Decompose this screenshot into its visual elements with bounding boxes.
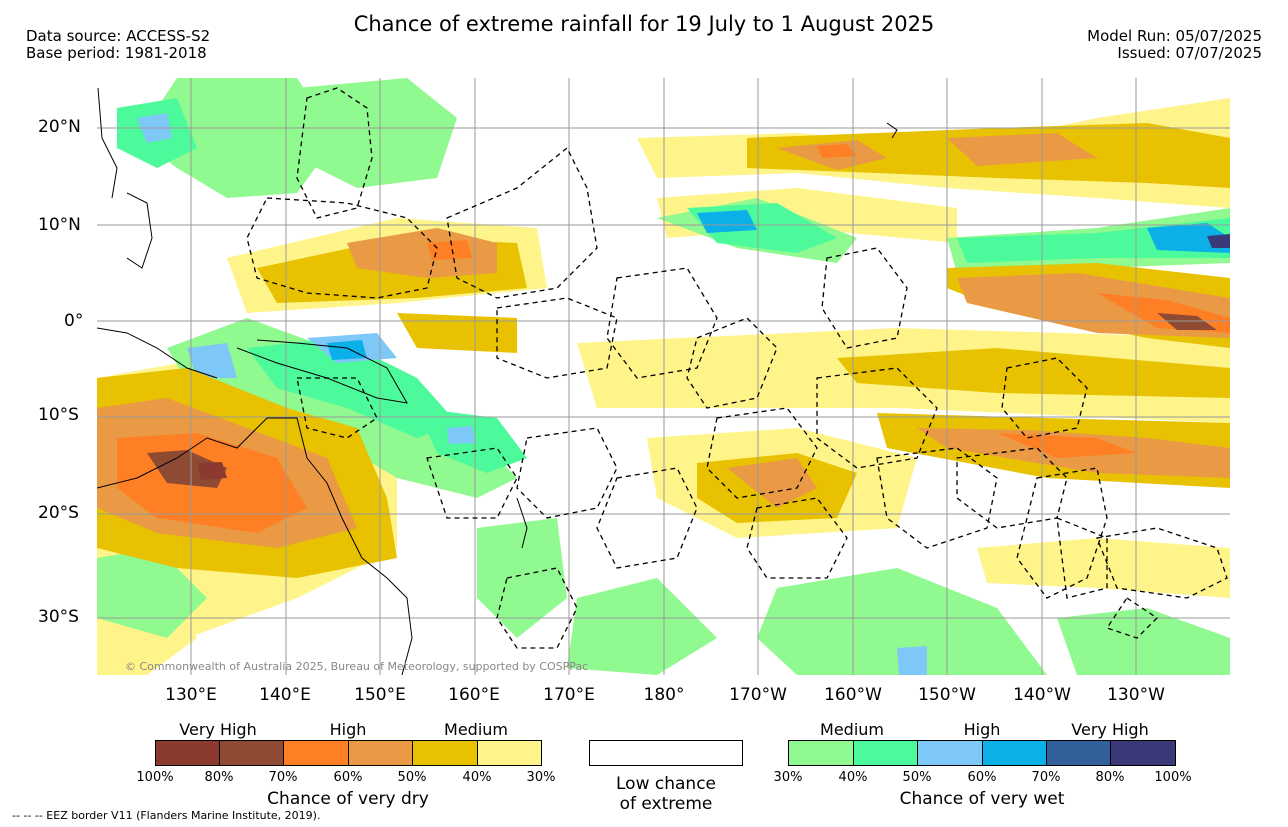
wet-category-medium: Medium bbox=[820, 720, 884, 739]
lon-label-130w: 130°W bbox=[1107, 685, 1165, 705]
wet-tick-label: 80% bbox=[1095, 770, 1125, 785]
lon-label-130e: 130°E bbox=[165, 685, 217, 705]
lon-label-160w: 160°W bbox=[824, 685, 882, 705]
low-chance-caption: Low chance of extreme bbox=[616, 774, 716, 814]
wet-tick-label: 40% bbox=[838, 770, 868, 785]
dry-swatch-70-60 bbox=[283, 740, 349, 766]
lon-label-150e: 150°E bbox=[354, 685, 406, 705]
wet-swatch-60-70 bbox=[982, 740, 1047, 766]
graticule bbox=[97, 78, 1230, 675]
wet-tick-label: 30% bbox=[773, 770, 803, 785]
lat-label-20n: 20°N bbox=[38, 117, 81, 137]
issued-label: Issued: 07/07/2025 bbox=[1117, 44, 1262, 62]
rainfall-shading bbox=[97, 78, 1230, 675]
dry-tick-label: 100% bbox=[136, 770, 174, 785]
copyright-note: © Commonwealth of Australia 2025, Bureau… bbox=[125, 660, 589, 673]
dry-swatch-80-70 bbox=[219, 740, 284, 766]
lon-label-170e: 170°E bbox=[543, 685, 595, 705]
lat-label-equator: 0° bbox=[64, 311, 84, 331]
dry-category-high: High bbox=[329, 720, 367, 739]
lat-label-10s: 10°S bbox=[38, 405, 79, 425]
wet-tick-label: 100% bbox=[1154, 770, 1192, 785]
wet-category-very-high: Very High bbox=[1071, 720, 1149, 739]
lat-label-30s: 30°S bbox=[38, 607, 79, 627]
wet-swatch-80-100 bbox=[1110, 740, 1176, 766]
coastlines bbox=[97, 87, 898, 675]
model-run-label: Model Run: 05/07/2025 bbox=[1087, 27, 1262, 45]
eez-borders bbox=[246, 87, 1228, 649]
dry-swatch-50-40 bbox=[412, 740, 478, 766]
wet-tick-label: 50% bbox=[902, 770, 932, 785]
eez-footnote: -- -- -- EEZ border V11 (Flanders Marine… bbox=[12, 809, 321, 822]
lat-label-20s: 20°S bbox=[38, 503, 79, 523]
wet-swatch-70-80 bbox=[1046, 740, 1111, 766]
dry-tick-label: 50% bbox=[397, 770, 427, 785]
low-chance-line2: of extreme bbox=[619, 794, 713, 814]
wet-tick-label: 60% bbox=[967, 770, 997, 785]
rainfall-map bbox=[97, 78, 1230, 675]
lon-label-140e: 140°E bbox=[259, 685, 311, 705]
lon-label-160e: 160°E bbox=[448, 685, 500, 705]
wet-swatch-40-50 bbox=[853, 740, 918, 766]
data-source-label: Data source: ACCESS-S2 bbox=[26, 27, 211, 45]
wet-legend-caption: Chance of very wet bbox=[899, 789, 1065, 809]
dry-swatch-40-30 bbox=[477, 740, 542, 766]
dry-tick-label: 60% bbox=[333, 770, 363, 785]
dry-swatch-100-80 bbox=[155, 740, 220, 766]
dry-category-medium: Medium bbox=[444, 720, 508, 739]
lat-label-10n: 10°N bbox=[38, 215, 81, 235]
lon-label-180: 180° bbox=[643, 685, 685, 705]
dry-tick-label: 30% bbox=[526, 770, 556, 785]
dry-tick-label: 80% bbox=[204, 770, 234, 785]
lon-label-170w: 170°W bbox=[729, 685, 787, 705]
lon-label-150w: 150°W bbox=[918, 685, 976, 705]
dry-swatch-60-50 bbox=[348, 740, 413, 766]
wet-swatch-30-40 bbox=[788, 740, 854, 766]
low-chance-line1: Low chance bbox=[616, 774, 716, 794]
dry-tick-label: 40% bbox=[462, 770, 492, 785]
dry-legend-caption: Chance of very dry bbox=[267, 789, 429, 809]
dry-tick-label: 70% bbox=[268, 770, 298, 785]
map-title: Chance of extreme rainfall for 19 July t… bbox=[353, 12, 935, 36]
dry-category-very-high: Very High bbox=[179, 720, 257, 739]
wet-tick-label: 70% bbox=[1031, 770, 1061, 785]
lon-label-140w: 140°W bbox=[1013, 685, 1071, 705]
base-period-label: Base period: 1981-2018 bbox=[26, 44, 207, 62]
wet-swatch-50-60 bbox=[917, 740, 983, 766]
wet-category-high: High bbox=[963, 720, 1001, 739]
low-chance-swatch bbox=[589, 740, 743, 766]
